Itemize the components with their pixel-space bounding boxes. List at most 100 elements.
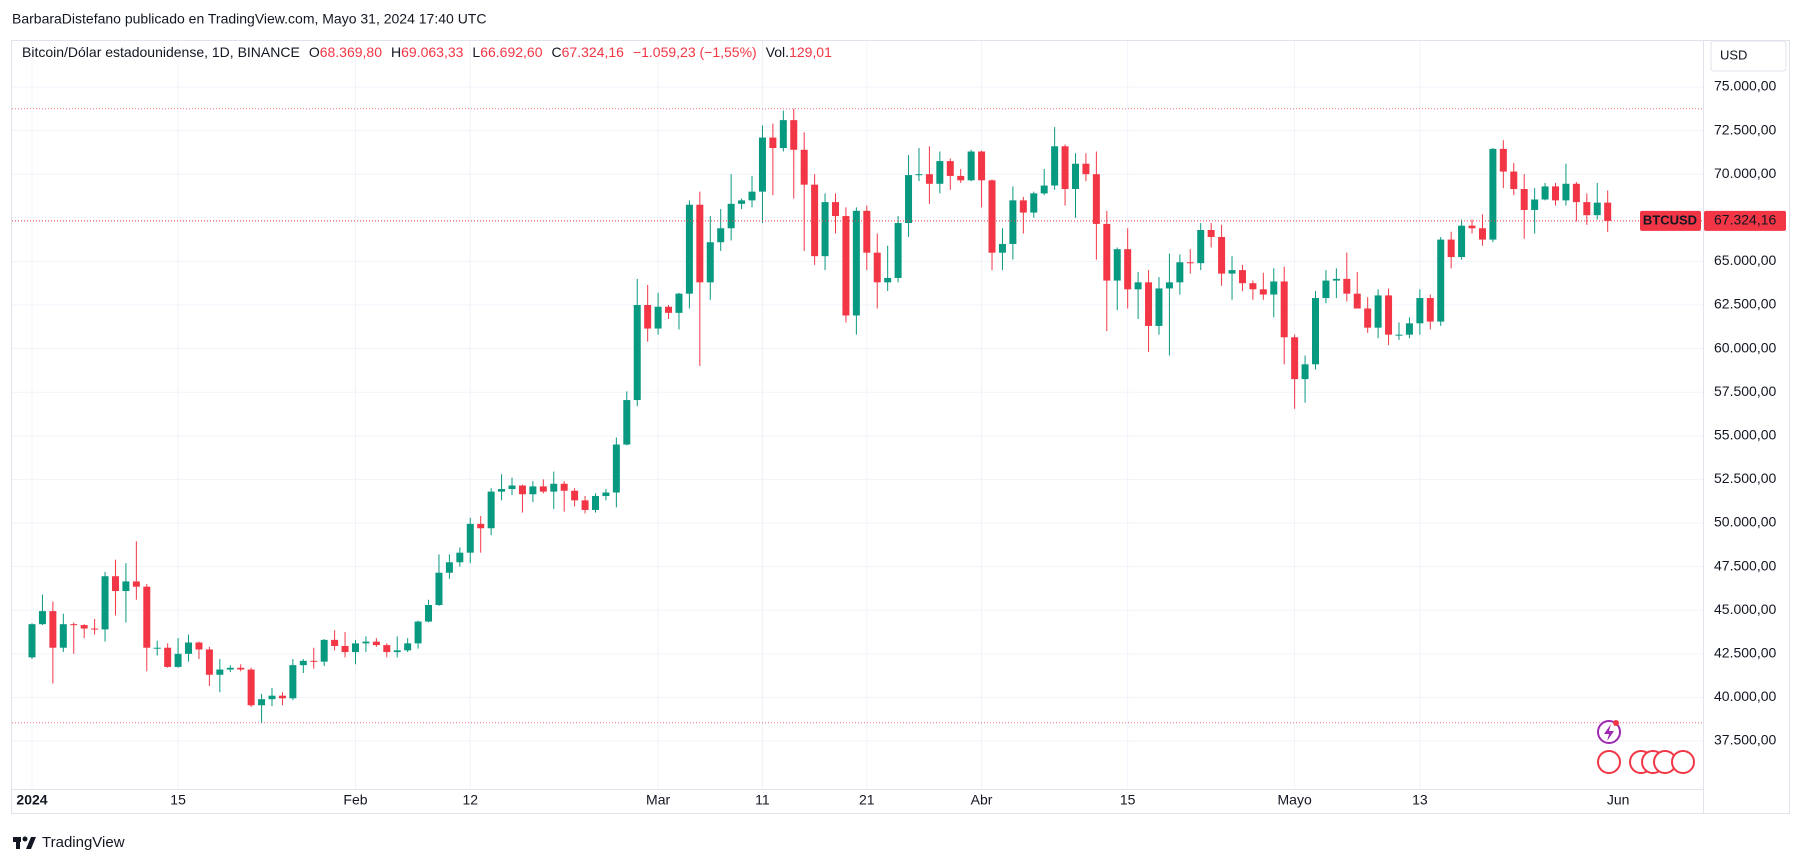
candle-body	[696, 204, 704, 283]
legend-item: 67.324,16	[562, 44, 624, 60]
candle-body	[1604, 202, 1612, 221]
x-tick-label: 21	[859, 792, 875, 808]
candle-body	[28, 624, 36, 658]
legend-item: 68.369,80	[320, 44, 382, 60]
candle-body	[362, 641, 370, 644]
candle-body	[1197, 230, 1205, 264]
legend-item: 69.063,33	[401, 44, 463, 60]
candle-body	[1009, 200, 1017, 244]
legend-item: H	[391, 44, 401, 60]
candle-body	[612, 444, 620, 493]
candle-body	[1259, 289, 1267, 295]
candle-body	[988, 180, 996, 253]
y-tick-label: 62.500,00	[1714, 296, 1776, 312]
price-tag-box	[1704, 210, 1786, 231]
candle-body	[1343, 278, 1351, 294]
candle-body	[1218, 236, 1226, 274]
price-tag: 67.324,16	[1714, 212, 1776, 228]
candle-body	[393, 650, 401, 653]
candle-body	[1103, 223, 1111, 281]
ohlc-legend: Bitcoin/Dólar estadounidense, 1D, BINANC…	[22, 44, 832, 60]
legend-item: C	[552, 44, 562, 60]
candle-body	[800, 149, 808, 185]
candle-body	[1312, 298, 1320, 365]
candle-body	[1552, 186, 1560, 201]
candle-body	[654, 306, 662, 329]
candle-body	[602, 492, 610, 496]
candle-body	[372, 641, 380, 646]
candle-body	[299, 660, 307, 666]
candle-body	[1510, 171, 1518, 190]
candle-body	[1155, 288, 1163, 326]
candle-body	[341, 645, 349, 653]
candle-body	[644, 305, 652, 329]
x-tick-label: 12	[462, 792, 478, 808]
candle-body	[550, 483, 558, 492]
event-icons	[1597, 720, 1695, 774]
candle-body	[278, 695, 286, 699]
candle-body	[164, 647, 172, 667]
candle-body	[498, 489, 506, 492]
legend-item: −1.059,23 (−1,55%)	[633, 44, 757, 60]
candle-body	[414, 621, 422, 644]
candle-body	[38, 611, 46, 625]
x-tick-label: Feb	[343, 792, 367, 808]
candle-body	[1405, 323, 1413, 335]
candle-body	[1186, 262, 1194, 264]
candle-body	[1228, 270, 1236, 274]
legend-item: L	[472, 44, 480, 60]
legend-item: O	[309, 44, 320, 60]
candle-body	[1072, 163, 1079, 190]
candle-body	[1051, 146, 1059, 186]
candle-body	[1092, 174, 1100, 224]
candle-body	[925, 174, 933, 184]
candle-body	[111, 576, 119, 592]
candle-body	[91, 628, 99, 630]
flash-bolt	[1604, 724, 1614, 741]
candle-body	[967, 151, 975, 181]
candle-body	[404, 643, 412, 651]
candle-body	[1332, 278, 1340, 281]
candle-body	[216, 669, 224, 675]
candle-body	[237, 667, 245, 670]
candle-body	[1562, 183, 1570, 201]
flash-dot	[1613, 720, 1619, 726]
candle-body	[70, 624, 78, 626]
candle-body	[80, 625, 88, 629]
candle-body	[49, 611, 57, 648]
candle-body	[487, 491, 495, 529]
candle-body	[1583, 202, 1591, 216]
x-tick-label: Mayo	[1278, 792, 1312, 808]
y-tick-label: 47.500,00	[1714, 557, 1776, 573]
candle-body	[185, 642, 193, 654]
candle-body	[435, 572, 443, 605]
candle-body	[1082, 163, 1090, 175]
candle-body	[623, 400, 631, 445]
legend-item: Bitcoin/Dólar estadounidense, 1D, BINANC…	[22, 44, 300, 60]
candle-body	[894, 223, 902, 278]
candle-body	[1301, 364, 1309, 380]
x-tick-label: 11	[755, 792, 770, 808]
candle-body	[351, 643, 359, 653]
candle-body	[1040, 185, 1048, 194]
candle-body	[539, 486, 547, 492]
candle-body	[383, 645, 391, 653]
candle-body	[915, 174, 923, 176]
candle-body	[1572, 183, 1580, 203]
candle-body	[132, 581, 140, 587]
candle-body	[320, 639, 328, 662]
candle-body	[174, 653, 182, 667]
symbol-tag: BTCUSD	[1643, 212, 1697, 227]
candle-body	[195, 642, 203, 650]
candle-body	[591, 495, 599, 510]
candle-body	[727, 203, 735, 229]
currency-button[interactable]	[1710, 40, 1787, 72]
candle-body	[717, 228, 725, 243]
candle-body	[1061, 146, 1069, 190]
candle-body	[1291, 337, 1299, 380]
candle-body	[811, 184, 819, 257]
candle-body	[685, 204, 693, 294]
chart-frame	[11, 40, 1790, 814]
candle-body	[748, 191, 756, 201]
candle-body	[456, 552, 464, 563]
